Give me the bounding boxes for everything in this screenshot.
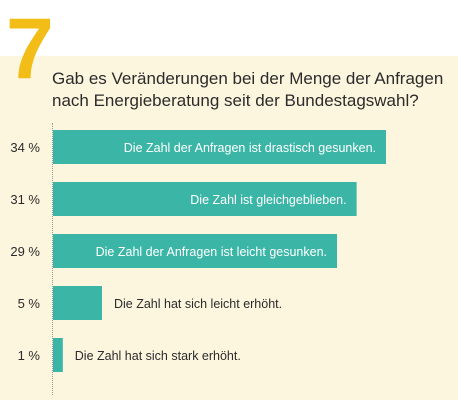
- chart-background: [0, 56, 458, 400]
- bar-5: [53, 338, 63, 372]
- value-label-5: 1 %: [18, 348, 41, 363]
- category-label-2: Die Zahl ist gleichgeblieben.: [190, 193, 346, 207]
- title-line-1: Gab es Veränderungen bei der Menge der A…: [52, 69, 444, 88]
- value-label-2: 31 %: [10, 192, 40, 207]
- bar-2: [53, 182, 357, 216]
- bar-4: [53, 286, 102, 320]
- baseline-axis: [52, 123, 54, 395]
- value-label-1: 34 %: [10, 140, 40, 155]
- bar-3: [53, 234, 338, 268]
- title-line-2: nach Energieberatung seit der Bundestags…: [52, 91, 419, 110]
- category-label-5: Die Zahl hat sich stark erhöht.: [75, 349, 241, 363]
- bar-1: [53, 130, 386, 164]
- chart-title: Gab es Veränderungen bei der Menge der A…: [52, 68, 452, 112]
- question-number-badge: 7: [6, 1, 54, 97]
- category-label-1: Die Zahl der Anfragen ist drastisch gesu…: [124, 141, 376, 155]
- value-label-3: 29 %: [10, 244, 40, 259]
- value-label-4: 5 %: [18, 296, 41, 311]
- category-label-4: Die Zahl hat sich leicht erhöht.: [114, 297, 282, 311]
- category-label-3: Die Zahl der Anfragen ist leicht gesunke…: [96, 245, 327, 259]
